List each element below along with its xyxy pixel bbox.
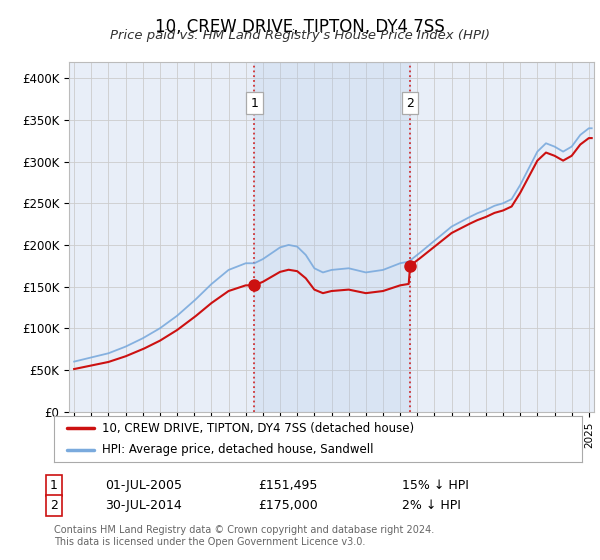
Text: £175,000: £175,000 — [258, 499, 318, 512]
Text: 1: 1 — [50, 479, 58, 492]
Text: HPI: Average price, detached house, Sandwell: HPI: Average price, detached house, Sand… — [101, 443, 373, 456]
Text: Price paid vs. HM Land Registry's House Price Index (HPI): Price paid vs. HM Land Registry's House … — [110, 29, 490, 42]
Text: 01-JUL-2005: 01-JUL-2005 — [105, 479, 182, 492]
Text: 2: 2 — [406, 97, 414, 110]
Text: £151,495: £151,495 — [258, 479, 317, 492]
Text: 10, CREW DRIVE, TIPTON, DY4 7SS: 10, CREW DRIVE, TIPTON, DY4 7SS — [155, 18, 445, 36]
Text: 30-JUL-2014: 30-JUL-2014 — [105, 499, 182, 512]
Text: 2% ↓ HPI: 2% ↓ HPI — [402, 499, 461, 512]
Text: 15% ↓ HPI: 15% ↓ HPI — [402, 479, 469, 492]
Text: 2: 2 — [50, 499, 58, 512]
Text: Contains HM Land Registry data © Crown copyright and database right 2024.
This d: Contains HM Land Registry data © Crown c… — [54, 525, 434, 547]
Bar — [254, 62, 410, 412]
Text: 1: 1 — [250, 97, 258, 110]
Text: 10, CREW DRIVE, TIPTON, DY4 7SS (detached house): 10, CREW DRIVE, TIPTON, DY4 7SS (detache… — [101, 422, 413, 435]
